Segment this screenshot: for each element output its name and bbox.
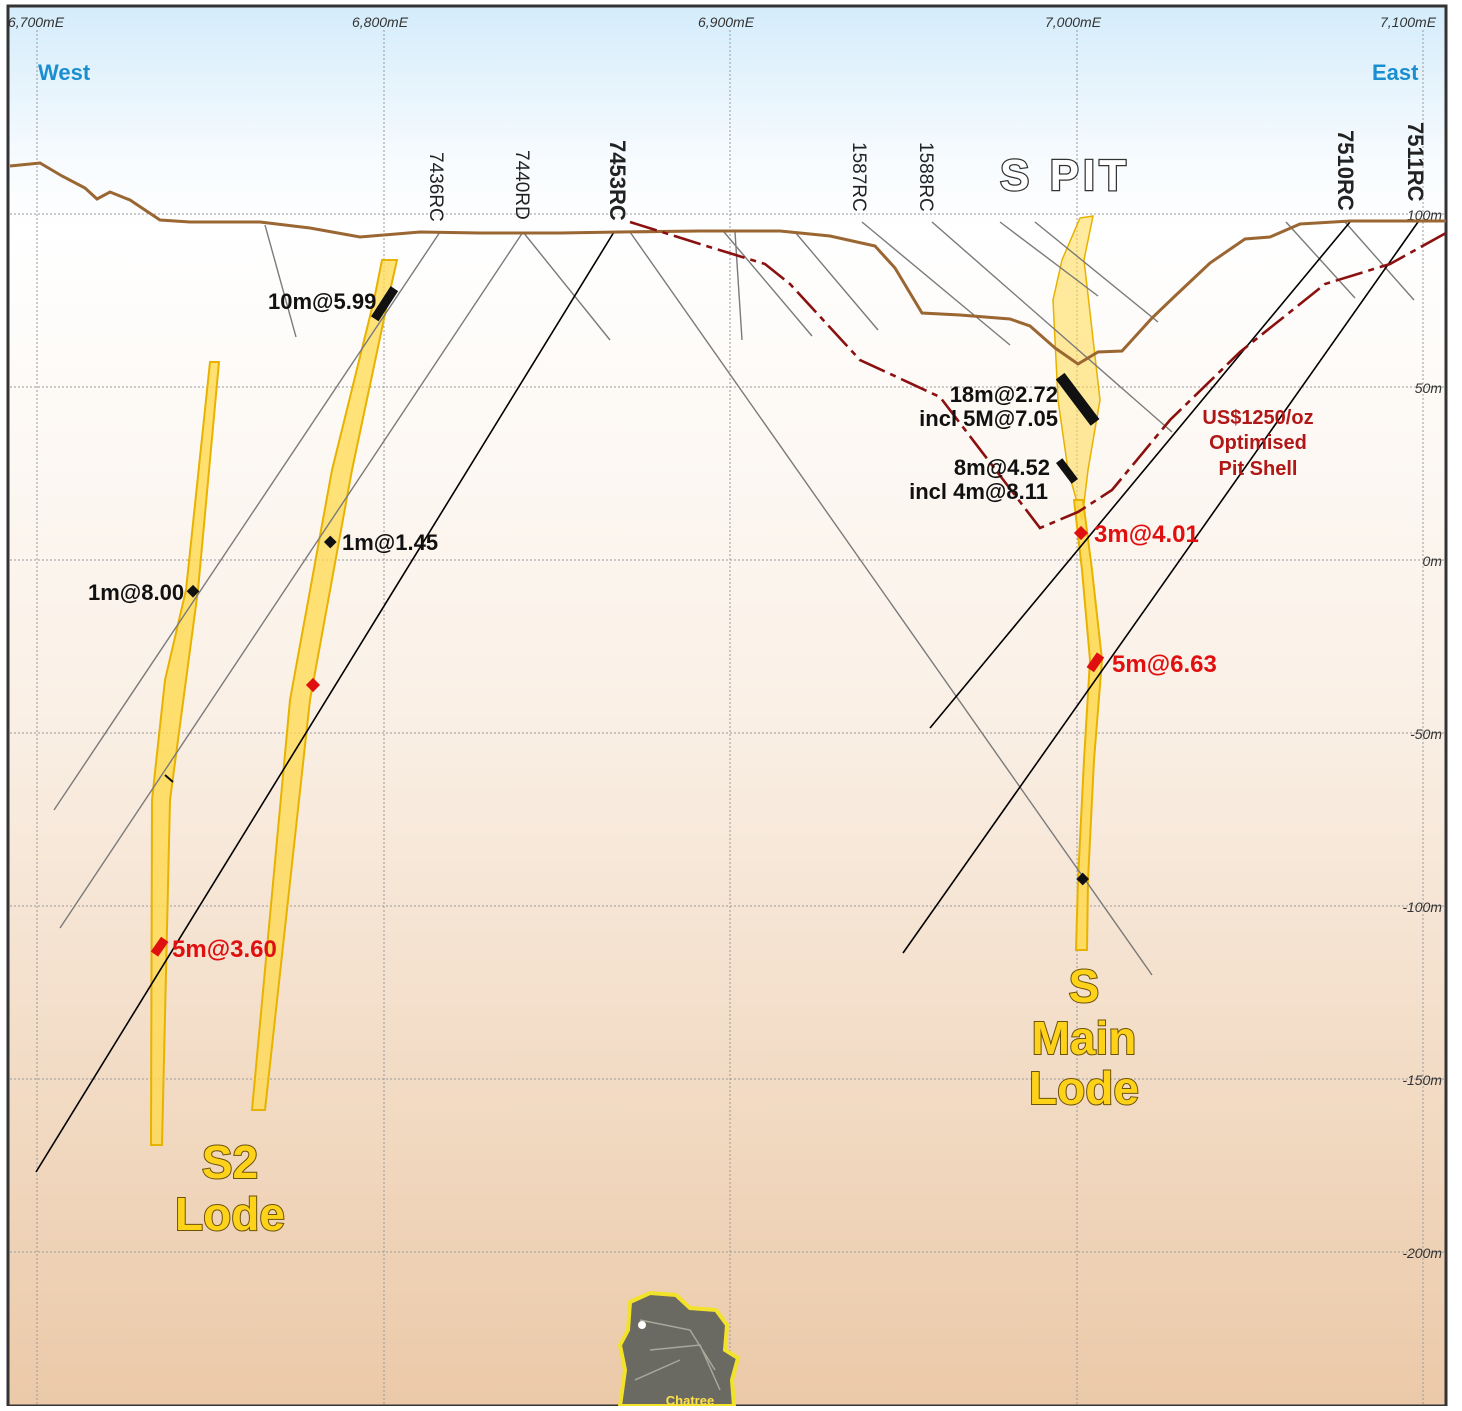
drillhole-label-7453rc: 7453RC <box>605 140 630 221</box>
rl-label-minus50: -50m <box>1410 726 1442 742</box>
pit-shell-label-optimised: Optimised <box>1209 432 1307 454</box>
intercept-label-8m-4-52: 8m@4.52 <box>954 455 1050 480</box>
easting-label-7100: 7,100mE <box>1380 14 1437 30</box>
drill-traces-highlighted <box>35 221 1419 1173</box>
rl-label-100: 100m <box>1407 207 1442 223</box>
easting-label-6700: 6,700mE <box>8 14 65 30</box>
intercept-label-incl-5m-7-05: incl 5M@7.05 <box>919 406 1058 431</box>
section-background <box>8 6 1446 1406</box>
drillhole-label-1587rc: 1587RC <box>848 142 869 212</box>
west-label: West <box>38 60 91 85</box>
intercept-label-18m-2-72: 18m@2.72 <box>950 382 1058 407</box>
drillhole-label-7436rc: 7436RC <box>425 152 446 222</box>
location-map-label: Chatree <box>666 1393 714 1406</box>
east-label: East <box>1372 60 1419 85</box>
rl-label-50: 50m <box>1415 380 1443 396</box>
s2-lode-label-line2: Lode <box>175 1188 285 1240</box>
s2-lode-label-line1: S2 <box>202 1136 258 1188</box>
intercept-label-5m-3-60: 5m@3.60 <box>172 936 277 963</box>
rl-label-minus100: -100m <box>1402 899 1442 915</box>
easting-label-7000: 7,000mE <box>1045 14 1102 30</box>
intercept-label-1m-8-00: 1m@8.00 <box>88 580 184 605</box>
pit-shell-outline <box>629 220 1447 530</box>
pit-shell-label-pit-shell: Pit Shell <box>1219 458 1298 480</box>
intercept-label-5m-6-63: 5m@6.63 <box>1112 651 1217 678</box>
drillhole-label-7510rc: 7510RC <box>1333 130 1358 211</box>
high-grade-markers <box>150 525 1105 957</box>
easting-label-6800: 6,800mE <box>352 14 409 30</box>
s-main-lode-body <box>1052 215 1104 951</box>
intercept-label-1m-1-45: 1m@1.45 <box>342 530 438 555</box>
rl-label-minus150: -150m <box>1402 1072 1442 1088</box>
intercept-label-10m-5-99: 10m@5.99 <box>268 289 376 314</box>
rl-label-minus200: -200m <box>1402 1245 1442 1261</box>
drillhole-label-7440rd: 7440RD <box>511 150 532 220</box>
intercept-label-3m-4-01: 3m@4.01 <box>1094 521 1199 548</box>
pit-label: S PIT <box>1000 151 1130 200</box>
location-map-inset: Chatree <box>617 1290 741 1408</box>
s-main-lode-label-line2: Main <box>1032 1012 1137 1064</box>
rl-gridlines <box>10 213 1444 1253</box>
drill-traces <box>53 221 1415 976</box>
s-main-lode-label-line3: Lode <box>1029 1062 1139 1114</box>
s-main-lode-label-line1: S <box>1069 960 1100 1012</box>
rl-label-0: 0m <box>1423 553 1443 569</box>
easting-label-6900: 6,900mE <box>698 14 755 30</box>
pit-shell-label-price: US$1250/oz <box>1202 407 1313 429</box>
intercept-label-incl-4m-8-11: incl 4m@8.11 <box>909 479 1048 504</box>
drillhole-label-1588rc: 1588RC <box>915 142 936 212</box>
drillhole-label-7511rc: 7511RC <box>1403 122 1428 202</box>
topography-surface <box>9 161 1446 366</box>
